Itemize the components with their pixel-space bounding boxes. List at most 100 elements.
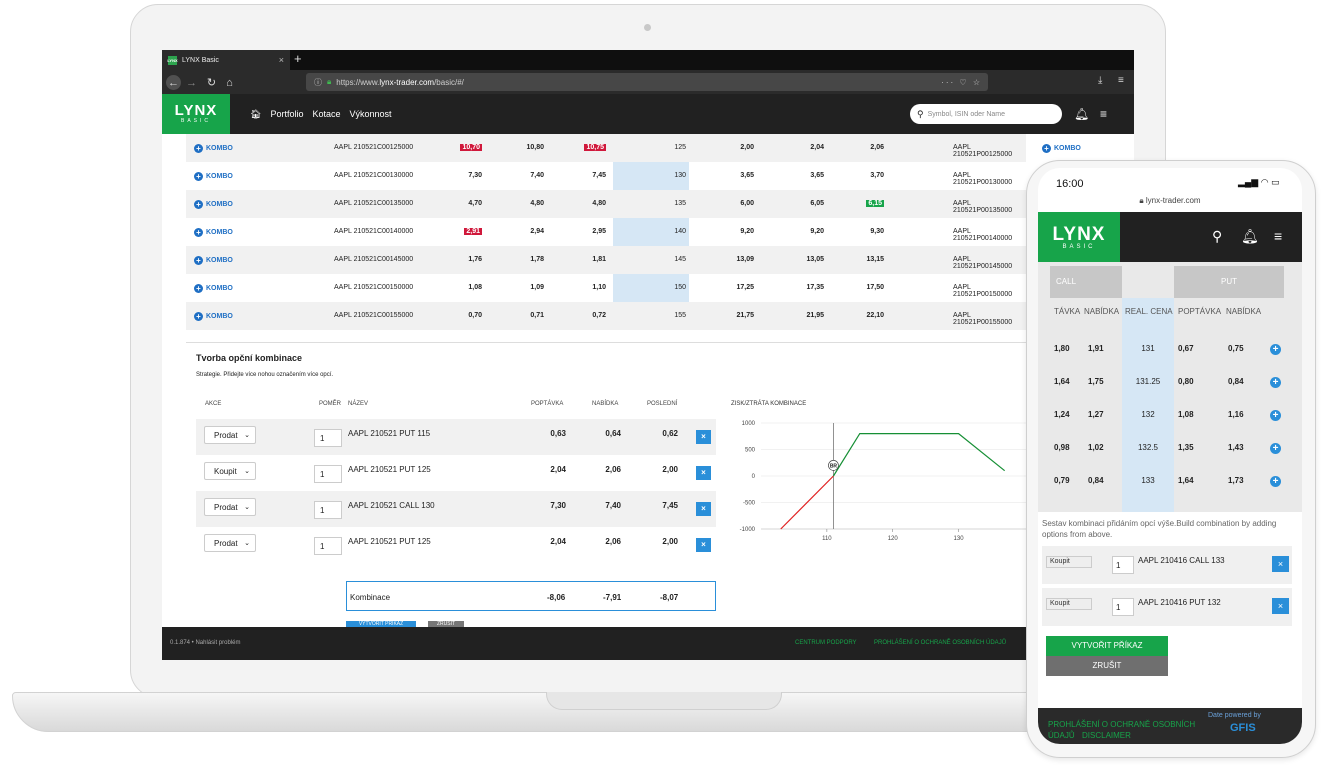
create-order-button[interactable]: VYTVOŘIT PŘÍKAZ <box>346 621 416 631</box>
cell-put-bid[interactable]: 21,75 <box>736 312 754 319</box>
cell-ask[interactable]: 7,40 <box>530 172 544 179</box>
phone-cell-s[interactable]: 133 <box>1141 476 1155 485</box>
cell-put-ask[interactable]: 13,05 <box>806 256 824 263</box>
cell-put-bid[interactable]: 13,09 <box>736 256 754 263</box>
kombo-button[interactable]: + KOMBO <box>194 284 233 293</box>
bell-icon[interactable]: 🔔︎ <box>1074 107 1090 121</box>
home-icon[interactable]: 🏠︎ <box>250 108 262 119</box>
cell-bid[interactable]: 0,70 <box>468 312 482 319</box>
phone-option-row[interactable]: 1,80 1,91 131 0,67 0,75 + <box>1038 332 1302 365</box>
phone-cell-pa[interactable]: 0,84 <box>1228 377 1244 386</box>
cell-last[interactable]: 4,80 <box>592 200 606 207</box>
privacy-link[interactable]: PROHLÁŠENÍ O OCHRANĚ OSOBNÍCH ÚDAJŮ <box>874 640 1007 646</box>
remove-leg-button[interactable]: × <box>696 466 711 480</box>
phone-cell-s[interactable]: 132.5 <box>1137 443 1159 452</box>
cell-put-bid[interactable]: 17,25 <box>736 284 754 291</box>
hamburger-icon[interactable]: ≡ <box>1274 228 1283 244</box>
phone-qty-input[interactable]: 1 <box>1112 598 1134 616</box>
cell-put-bid[interactable]: 6,00 <box>740 200 754 207</box>
phone-cell-s[interactable]: 131 <box>1141 344 1155 353</box>
phone-cancel-button[interactable]: ZRUŠIT <box>1046 656 1168 676</box>
phone-lynx-logo[interactable]: LYNX BASIC <box>1038 212 1120 262</box>
back-icon[interactable]: ← <box>166 75 181 90</box>
cell-strike[interactable]: 155 <box>674 312 686 319</box>
plus-circle-icon[interactable]: + <box>1270 377 1281 388</box>
remove-leg-button[interactable]: × <box>696 502 711 516</box>
phone-disclaimer-link[interactable]: DISCLAIMER <box>1082 731 1131 740</box>
cell-put[interactable]: AAPL 210521P00125000 <box>953 144 1013 158</box>
cell-strike[interactable]: 140 <box>674 228 686 235</box>
ratio-input[interactable]: 1 <box>314 465 342 483</box>
kombo-button[interactable]: + KOMBO <box>194 144 233 153</box>
cell-put[interactable]: AAPL 210521P00155000 <box>953 312 1013 326</box>
phone-cell-s[interactable]: 131.25 <box>1135 377 1161 386</box>
cell-ask[interactable]: 1,78 <box>530 256 544 263</box>
kombo-button[interactable]: + KOMBO <box>194 256 233 265</box>
phone-address-bar[interactable]: 🔒︎ lynx-trader.com <box>1038 196 1302 212</box>
phone-cell-pa[interactable]: 0,75 <box>1228 344 1244 353</box>
phone-cell-s[interactable]: 132 <box>1141 410 1155 419</box>
search-input[interactable]: ⚲ Symbol, ISIN oder Name <box>910 104 1062 124</box>
close-tab-icon[interactable]: × <box>278 55 284 65</box>
cell-last[interactable]: 2,95 <box>592 228 606 235</box>
cell-put-last[interactable]: 6,15 <box>866 200 884 207</box>
cell-put-last[interactable]: 22,10 <box>866 312 884 319</box>
address-bar[interactable]: ⓘ 🔒︎ https://www.lynx-trader.com/basic/#… <box>306 73 988 91</box>
phone-cell-b[interactable]: 1,64 <box>1054 377 1070 386</box>
cell-ask[interactable]: 1,09 <box>530 284 544 291</box>
phone-qty-input[interactable]: 1 <box>1112 556 1134 574</box>
cell-put-ask[interactable]: 2,04 <box>810 144 824 151</box>
cell-bid[interactable]: 1,08 <box>468 284 482 291</box>
phone-cell-pb[interactable]: 0,80 <box>1178 377 1194 386</box>
cell-put[interactable]: AAPL 210521P00140000 <box>953 228 1013 242</box>
phone-action-select[interactable]: Koupit <box>1046 556 1092 568</box>
browser-tab[interactable]: LYNX LYNX Basic × <box>162 50 290 70</box>
cell-bid[interactable]: 10,70 <box>460 144 482 151</box>
phone-remove-leg-button[interactable]: × <box>1272 598 1289 614</box>
phone-privacy-link-2[interactable]: ÚDAJŮ <box>1048 731 1075 740</box>
cancel-button[interactable]: ZRUŠIT <box>428 621 464 631</box>
cell-put[interactable]: AAPL 210521P00130000 <box>953 172 1013 186</box>
phone-cell-pb[interactable]: 0,67 <box>1178 344 1194 353</box>
lynx-logo[interactable]: LYNX BASIC <box>162 94 230 134</box>
kombo-button[interactable]: + KOMBO <box>194 172 233 181</box>
cell-put-ask[interactable]: 17,35 <box>806 284 824 291</box>
menu-icon[interactable]: ≡ <box>1118 75 1124 86</box>
version-report-link[interactable]: 0.1.874 • Nahlásit problém <box>170 640 241 646</box>
kombo-button[interactable]: + KOMBO <box>194 200 233 209</box>
phone-cell-a[interactable]: 1,75 <box>1088 377 1104 386</box>
cell-put-bid[interactable]: 3,65 <box>740 172 754 179</box>
phone-option-row[interactable]: 1,64 1,75 131.25 0,80 0,84 + <box>1038 365 1302 398</box>
cell-put-last[interactable]: 3,70 <box>870 172 884 179</box>
cell-put-last[interactable]: 2,06 <box>870 144 884 151</box>
plus-circle-icon[interactable]: + <box>1270 344 1281 355</box>
cell-put-bid[interactable]: 9,20 <box>740 228 754 235</box>
phone-cell-a[interactable]: 0,84 <box>1088 476 1104 485</box>
action-select[interactable]: Koupit ⌄ <box>204 462 256 480</box>
home-icon[interactable]: ⌂ <box>226 76 233 89</box>
cell-strike[interactable]: 130 <box>674 172 686 179</box>
phone-remove-leg-button[interactable]: × <box>1272 556 1289 572</box>
chain-row[interactable]: + KOMBO AAPL 210521C00135000 4,70 4,80 4,80 13… <box>186 190 1026 218</box>
ratio-input[interactable]: 1 <box>314 429 342 447</box>
cell-put[interactable]: AAPL 210521P00135000 <box>953 200 1013 214</box>
chain-row[interactable]: + KOMBO AAPL 210521C00140000 2,91 2,94 2,95 14… <box>186 218 1026 246</box>
phone-cell-b[interactable]: 1,80 <box>1054 344 1070 353</box>
cell-put-ask[interactable]: 9,20 <box>810 228 824 235</box>
cell-ask[interactable]: 2,94 <box>530 228 544 235</box>
cell-bid[interactable]: 2,91 <box>464 228 482 235</box>
cell-strike[interactable]: 135 <box>674 200 686 207</box>
cell-ask[interactable]: 0,71 <box>530 312 544 319</box>
plus-circle-icon[interactable]: + <box>1270 476 1281 487</box>
cell-bid[interactable]: 7,30 <box>468 172 482 179</box>
phone-cell-b[interactable]: 0,79 <box>1054 476 1070 485</box>
phone-cell-pa[interactable]: 1,16 <box>1228 410 1244 419</box>
chain-row[interactable]: + KOMBO AAPL 210521C00125000 10,70 10,80 10,7… <box>186 134 1081 162</box>
phone-cell-a[interactable]: 1,27 <box>1088 410 1104 419</box>
phone-cell-pb[interactable]: 1,64 <box>1178 476 1194 485</box>
action-select[interactable]: Prodat ⌄ <box>204 534 256 552</box>
cell-put-ask[interactable]: 21,95 <box>806 312 824 319</box>
cell-call[interactable]: AAPL 210521C00145000 <box>334 256 414 263</box>
cell-put-bid[interactable]: 2,00 <box>740 144 754 151</box>
cell-strike[interactable]: 125 <box>674 144 686 151</box>
